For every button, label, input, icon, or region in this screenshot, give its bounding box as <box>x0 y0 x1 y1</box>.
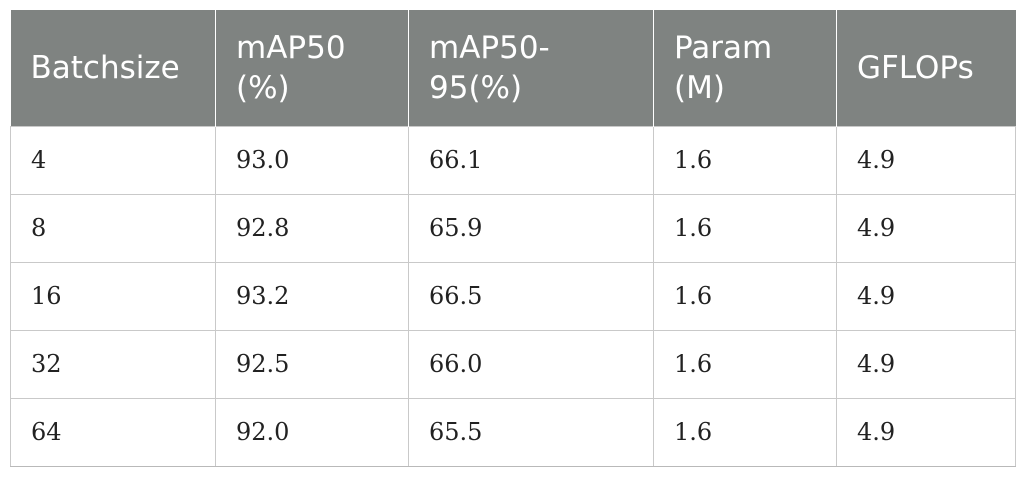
table-row: 8 92.8 65.9 1.6 4.9 <box>10 193 1016 263</box>
cell-gflops: 4.9 <box>836 397 1016 467</box>
cell-batchsize: 4 <box>10 125 216 195</box>
cell-map50-95: 65.5 <box>408 397 654 467</box>
cell-param: 1.6 <box>653 397 837 467</box>
header-gflops: GFLOPs <box>836 10 1016 126</box>
cell-param: 1.6 <box>653 329 837 399</box>
cell-map50-95: 66.5 <box>408 261 654 331</box>
table-body: 4 93.0 66.1 1.6 4.9 8 92.8 65.9 1.6 4.9 … <box>10 125 1016 467</box>
table-row: 16 93.2 66.5 1.6 4.9 <box>10 261 1016 331</box>
cell-map50: 92.8 <box>215 193 409 263</box>
cell-map50: 93.2 <box>215 261 409 331</box>
header-map50-95: mAP50-95(%) <box>408 10 654 126</box>
cell-gflops: 4.9 <box>836 329 1016 399</box>
cell-batchsize: 64 <box>10 397 216 467</box>
results-table-container: Batchsize mAP50 (%) mAP50-95(%) Param (M… <box>10 10 1016 467</box>
header-row: Batchsize mAP50 (%) mAP50-95(%) Param (M… <box>10 10 1016 126</box>
cell-param: 1.6 <box>653 193 837 263</box>
cell-param: 1.6 <box>653 125 837 195</box>
table-row: 32 92.5 66.0 1.6 4.9 <box>10 329 1016 399</box>
cell-gflops: 4.9 <box>836 261 1016 331</box>
table-row: 64 92.0 65.5 1.6 4.9 <box>10 397 1016 467</box>
cell-map50: 92.5 <box>215 329 409 399</box>
header-map50: mAP50 (%) <box>215 10 409 126</box>
cell-batchsize: 32 <box>10 329 216 399</box>
header-param: Param (M) <box>653 10 837 126</box>
cell-batchsize: 16 <box>10 261 216 331</box>
header-batchsize: Batchsize <box>10 10 216 126</box>
cell-param: 1.6 <box>653 261 837 331</box>
results-table: Batchsize mAP50 (%) mAP50-95(%) Param (M… <box>10 10 1016 467</box>
cell-map50: 92.0 <box>215 397 409 467</box>
cell-map50-95: 65.9 <box>408 193 654 263</box>
cell-gflops: 4.9 <box>836 193 1016 263</box>
cell-gflops: 4.9 <box>836 125 1016 195</box>
table-row: 4 93.0 66.1 1.6 4.9 <box>10 125 1016 195</box>
table-header: Batchsize mAP50 (%) mAP50-95(%) Param (M… <box>10 10 1016 126</box>
cell-map50-95: 66.0 <box>408 329 654 399</box>
cell-map50: 93.0 <box>215 125 409 195</box>
cell-map50-95: 66.1 <box>408 125 654 195</box>
cell-batchsize: 8 <box>10 193 216 263</box>
